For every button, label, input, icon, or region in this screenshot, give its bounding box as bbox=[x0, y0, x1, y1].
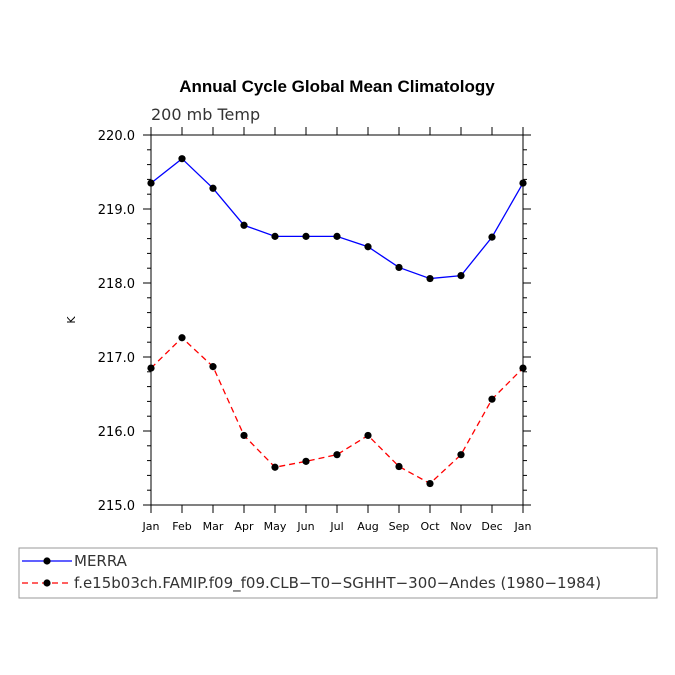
series-1-point bbox=[457, 272, 465, 280]
x-tick-label: Apr bbox=[234, 520, 254, 533]
y-axis-label: K bbox=[65, 316, 78, 324]
x-tick-label: May bbox=[264, 520, 287, 533]
series-2-point bbox=[147, 364, 155, 372]
chart-title: Annual Cycle Global Mean Climatology bbox=[179, 77, 495, 96]
series-2-point bbox=[209, 363, 217, 371]
series-1-point bbox=[426, 274, 434, 283]
legend-marker-1 bbox=[43, 557, 51, 565]
x-tick-label: Dec bbox=[481, 520, 502, 533]
x-tick-label: Nov bbox=[450, 520, 472, 533]
series-line-2 bbox=[150, 336, 524, 485]
chart-subtitle: 200 mb Temp bbox=[151, 105, 260, 124]
legend-box bbox=[18, 547, 658, 599]
plot-frame bbox=[150, 134, 524, 506]
y-tick-label: 218.0 bbox=[98, 277, 135, 292]
y-tick-label: 217.0 bbox=[98, 351, 135, 366]
series-line-1 bbox=[150, 157, 524, 280]
x-tick-label: Mar bbox=[203, 520, 224, 533]
x-tick-label: Oct bbox=[420, 520, 440, 533]
x-tick-label: Jul bbox=[329, 520, 343, 533]
series-1-point bbox=[395, 263, 403, 272]
series-2-point bbox=[240, 431, 248, 440]
x-tick-label: Feb bbox=[172, 520, 191, 533]
x-tick-label: Sep bbox=[389, 520, 410, 533]
x-tick-label: Jan bbox=[514, 520, 532, 533]
series-2-point bbox=[457, 451, 465, 459]
y-tick-label: 220.0 bbox=[98, 129, 135, 144]
series-1-point bbox=[178, 155, 186, 163]
series-2-point bbox=[178, 334, 186, 342]
series-1-point bbox=[364, 243, 372, 251]
series-1-point bbox=[488, 233, 496, 241]
series-2-point bbox=[488, 395, 496, 403]
series-2-point bbox=[302, 457, 310, 465]
x-tick-label: Aug bbox=[357, 520, 378, 533]
x-tick-label: Jan bbox=[142, 520, 160, 533]
series-1-point bbox=[271, 232, 279, 240]
legend-marker-2 bbox=[43, 579, 51, 587]
legend-label-2: f.e15b03ch.FAMIP.f09_f09.CLB−T0−SGHHT−30… bbox=[74, 574, 601, 593]
series-2-point bbox=[333, 451, 341, 459]
series-1-point bbox=[519, 179, 527, 187]
series-1-point bbox=[240, 221, 248, 229]
series-2-point bbox=[426, 479, 434, 488]
x-tick-label: Jun bbox=[296, 520, 314, 533]
series-1-point bbox=[302, 232, 310, 240]
series-2-point bbox=[519, 364, 527, 372]
legend-label-1: MERRA bbox=[74, 552, 128, 570]
series-1-point bbox=[147, 179, 155, 187]
y-tick-label: 215.0 bbox=[98, 499, 135, 514]
series-2-point bbox=[271, 463, 279, 471]
series-1-point bbox=[333, 232, 341, 240]
series-1-point bbox=[209, 184, 217, 192]
series-2-point bbox=[395, 462, 403, 471]
y-tick-label: 216.0 bbox=[98, 425, 135, 440]
series-2-point bbox=[364, 431, 372, 440]
y-tick-label: 219.0 bbox=[98, 203, 135, 218]
